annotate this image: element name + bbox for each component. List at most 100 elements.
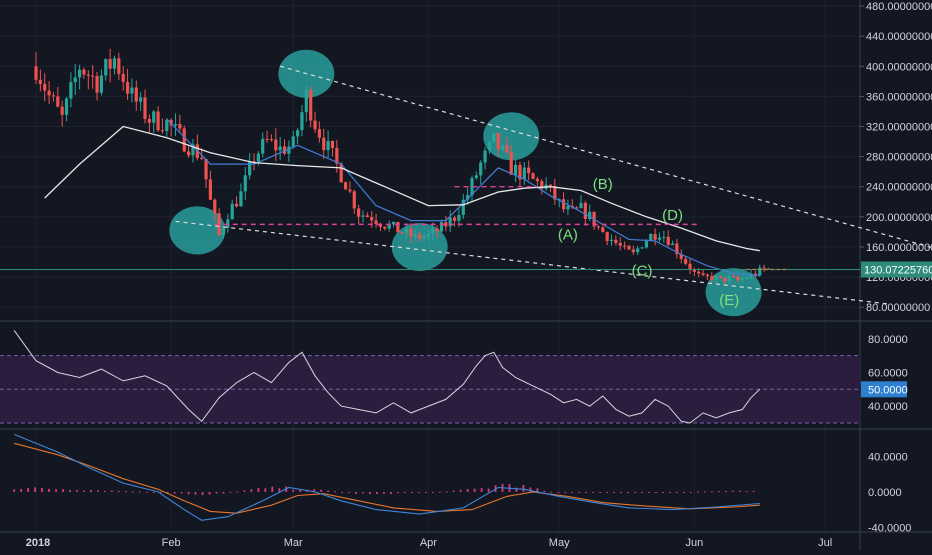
macd-histogram-bar (34, 487, 37, 492)
candle-body (73, 77, 77, 83)
highlight-circle (169, 206, 226, 255)
candle-body (396, 221, 400, 233)
macd-histogram-bar (536, 488, 539, 492)
candle-body (548, 184, 553, 186)
macd-histogram-bar (724, 490, 727, 492)
macd-histogram-bar (669, 491, 671, 493)
candle-body (60, 106, 64, 115)
macd-histogram-bar (62, 489, 64, 492)
macd-histogram-bar (152, 491, 155, 493)
candle-body (261, 138, 265, 154)
upper-trendline[interactable] (279, 65, 932, 250)
candle-body (466, 195, 470, 200)
time-tick-label: Apr (420, 537, 437, 549)
macd-panel[interactable]: 40.0000 0.0000 -40.0000 (13, 433, 911, 534)
macd-tick-label: 40.0000 (868, 452, 908, 464)
candle-body (710, 276, 714, 280)
macd-histogram-bar (438, 491, 441, 493)
rsi-tick-label: 80.0000 (868, 334, 908, 346)
candle-body (152, 111, 156, 123)
price-tick-label: 80.00000000 (866, 302, 930, 314)
macd-histogram-bar (145, 491, 148, 493)
candle-body (714, 276, 718, 280)
candle-body (121, 73, 125, 82)
macd-histogram-bar (20, 488, 23, 492)
candle-body (365, 215, 369, 218)
candle-body (34, 66, 38, 80)
candle-body (130, 87, 134, 94)
macd-histogram-bar (634, 491, 636, 493)
macd-histogram-bar (187, 491, 190, 495)
macd-histogram-bar (299, 489, 302, 492)
price-axis[interactable]: 480.00000000 440.00000000 400.00000000 360.… (860, 1, 932, 314)
macd-histogram-bar (606, 491, 609, 493)
candle-body (99, 75, 103, 93)
macd-histogram-bar (334, 491, 336, 493)
rsi-line (13, 330, 761, 424)
candle-body (252, 161, 256, 163)
macd-histogram-bar (222, 491, 225, 494)
candle-body (745, 278, 749, 280)
candle-body (474, 175, 478, 179)
price-panel[interactable]: (A) (B) (C) (D) (E) (0, 48, 932, 317)
candle-body (335, 147, 339, 164)
highlight-circle (391, 222, 448, 271)
macd-histogram-bar (138, 491, 141, 493)
macd-histogram-bar (571, 491, 574, 493)
candle-body (213, 199, 217, 214)
candle-body (326, 140, 330, 151)
macd-histogram-bar (110, 490, 113, 492)
macd-histogram-bar (550, 491, 553, 493)
candle-body (47, 90, 51, 96)
candle-body (618, 243, 622, 246)
candle-body (496, 132, 500, 150)
candle-body (104, 59, 108, 76)
wave-label: (B) (593, 176, 613, 193)
candle-body (178, 123, 182, 129)
candle-body (692, 269, 696, 272)
price-tick-label: 480.00000000 (866, 1, 932, 13)
candle-body (762, 267, 766, 269)
macd-histogram-bar (48, 488, 50, 492)
rsi-mid-label: 50.0000 (868, 384, 908, 396)
candle-body (470, 178, 474, 196)
candle-body (535, 178, 539, 182)
candle-body (204, 159, 208, 180)
time-tick-label: Feb (162, 537, 181, 549)
candle-body (644, 241, 648, 248)
candle-body (69, 82, 73, 99)
candle-body (125, 81, 130, 94)
macd-histogram-bar (250, 489, 253, 492)
macd-histogram-bar (362, 491, 364, 494)
macd-histogram-bar (613, 491, 616, 493)
candle-body (378, 223, 383, 227)
candle-body (422, 236, 426, 239)
price-tick-label: 320.00000000 (866, 121, 932, 133)
candle-body (749, 273, 753, 279)
candle-body (330, 140, 335, 148)
rsi-panel[interactable]: 80.0000 60.0000 40.0000 50.0000 (0, 330, 908, 424)
candle-body (439, 222, 444, 232)
price-tick-label: 360.00000000 (866, 91, 932, 103)
candle-body (278, 146, 282, 151)
candle-body (405, 228, 409, 233)
candle-body (727, 276, 731, 282)
macd-histogram-bar (487, 488, 490, 492)
time-tick-label: Jul (818, 537, 832, 549)
macd-histogram-bar (55, 489, 57, 492)
macd-histogram-bar (578, 491, 581, 493)
macd-histogram-bar (41, 487, 44, 492)
candle-body (383, 226, 387, 229)
candle-body (679, 254, 683, 259)
time-tick-label: May (549, 537, 570, 549)
macd-histogram-bar (166, 491, 169, 493)
time-tick-label: Mar (284, 537, 303, 549)
candle-body (514, 164, 518, 175)
candle-body (86, 74, 90, 76)
wave-label: (A) (558, 226, 578, 243)
time-axis[interactable]: 2018FebMarAprMayJunJulAug (26, 537, 932, 549)
candle-body (387, 224, 391, 229)
candle-body (256, 153, 260, 162)
